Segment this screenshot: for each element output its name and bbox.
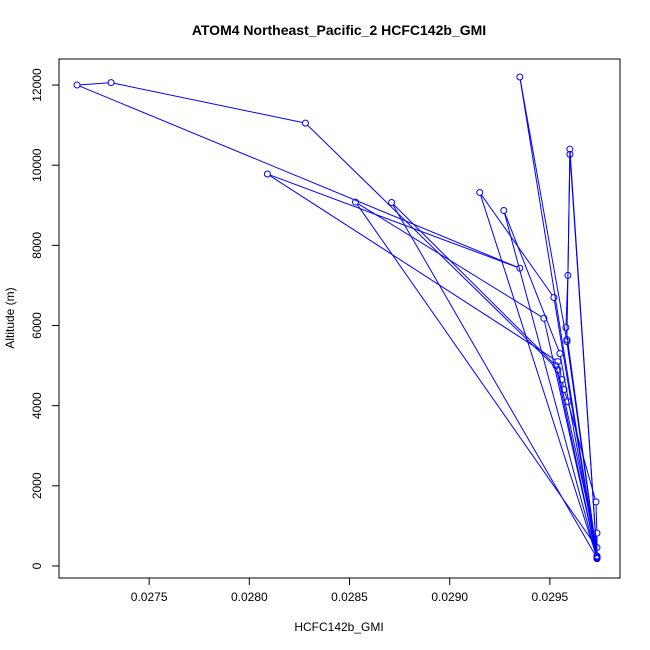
data-point xyxy=(563,338,571,346)
series-segment xyxy=(480,195,597,555)
series-segment xyxy=(113,82,303,123)
data-point xyxy=(552,362,560,370)
series-segment xyxy=(561,382,564,387)
series-segment xyxy=(595,504,598,531)
x-axis-label: HCFC142b_GMI xyxy=(294,620,383,634)
data-point xyxy=(564,271,572,279)
data-point xyxy=(593,554,601,562)
x-tick-label: 0.0280 xyxy=(231,590,268,604)
data-point xyxy=(558,376,566,384)
data-point xyxy=(556,350,564,358)
series-segment xyxy=(556,368,597,555)
data-point xyxy=(516,264,524,272)
series-segment xyxy=(504,213,560,351)
data-point xyxy=(592,498,600,506)
data-point xyxy=(107,79,115,87)
y-axis: 0 2000 4000 6000 8000 10000 12000 xyxy=(30,68,60,569)
x-axis: 0.0275 0.0280 0.0285 0.0290 0.0295 xyxy=(131,577,569,604)
y-tick-label: 0 xyxy=(30,562,44,569)
data-point xyxy=(566,145,574,153)
series-segment xyxy=(564,392,568,399)
data-point xyxy=(566,150,574,158)
series-segment xyxy=(79,82,109,86)
data-point xyxy=(263,170,271,178)
y-tick-label: 10000 xyxy=(30,148,44,182)
series-segment xyxy=(504,213,597,556)
data-point xyxy=(388,198,396,206)
data-point xyxy=(563,336,571,344)
data-point xyxy=(516,73,524,81)
series-lines xyxy=(79,79,598,556)
series-segment xyxy=(519,79,597,555)
series-segment xyxy=(569,157,598,554)
series-segment xyxy=(519,79,567,339)
y-tick-label: 12000 xyxy=(30,68,44,102)
y-tick-label: 8000 xyxy=(30,232,44,259)
data-point xyxy=(301,119,309,127)
data-point xyxy=(554,358,562,366)
x-tick-label: 0.0285 xyxy=(331,590,368,604)
series-segment xyxy=(393,204,555,364)
series-segment xyxy=(566,342,598,556)
series-segment xyxy=(392,204,596,556)
chart-title: ATOM4 Northeast_Pacific_2 HCFC142b_GMI xyxy=(192,22,486,38)
data-point xyxy=(564,398,572,406)
data-point xyxy=(540,314,548,322)
series-segment xyxy=(566,157,571,337)
series-segment xyxy=(79,85,518,268)
x-tick-label: 0.0275 xyxy=(131,590,168,604)
series-segment xyxy=(269,175,556,361)
x-tick-label: 0.0295 xyxy=(532,590,569,604)
y-tick-label: 4000 xyxy=(30,392,44,419)
data-point xyxy=(476,188,484,196)
data-point xyxy=(73,81,81,89)
data-point xyxy=(562,324,570,332)
data-point xyxy=(560,386,568,394)
series-segment xyxy=(307,124,557,368)
data-point xyxy=(550,293,558,301)
x-tick-label: 0.0290 xyxy=(431,590,468,604)
data-point xyxy=(593,529,601,537)
data-point xyxy=(500,206,508,214)
series-segment xyxy=(270,174,518,268)
data-point xyxy=(352,198,360,206)
series-points xyxy=(73,73,601,563)
data-point xyxy=(554,366,562,374)
y-axis-label: Altitude (m) xyxy=(3,287,17,348)
y-tick-label: 6000 xyxy=(30,312,44,339)
y-tick-label: 2000 xyxy=(30,472,44,499)
series-segment xyxy=(356,204,596,546)
data-point xyxy=(593,544,601,552)
